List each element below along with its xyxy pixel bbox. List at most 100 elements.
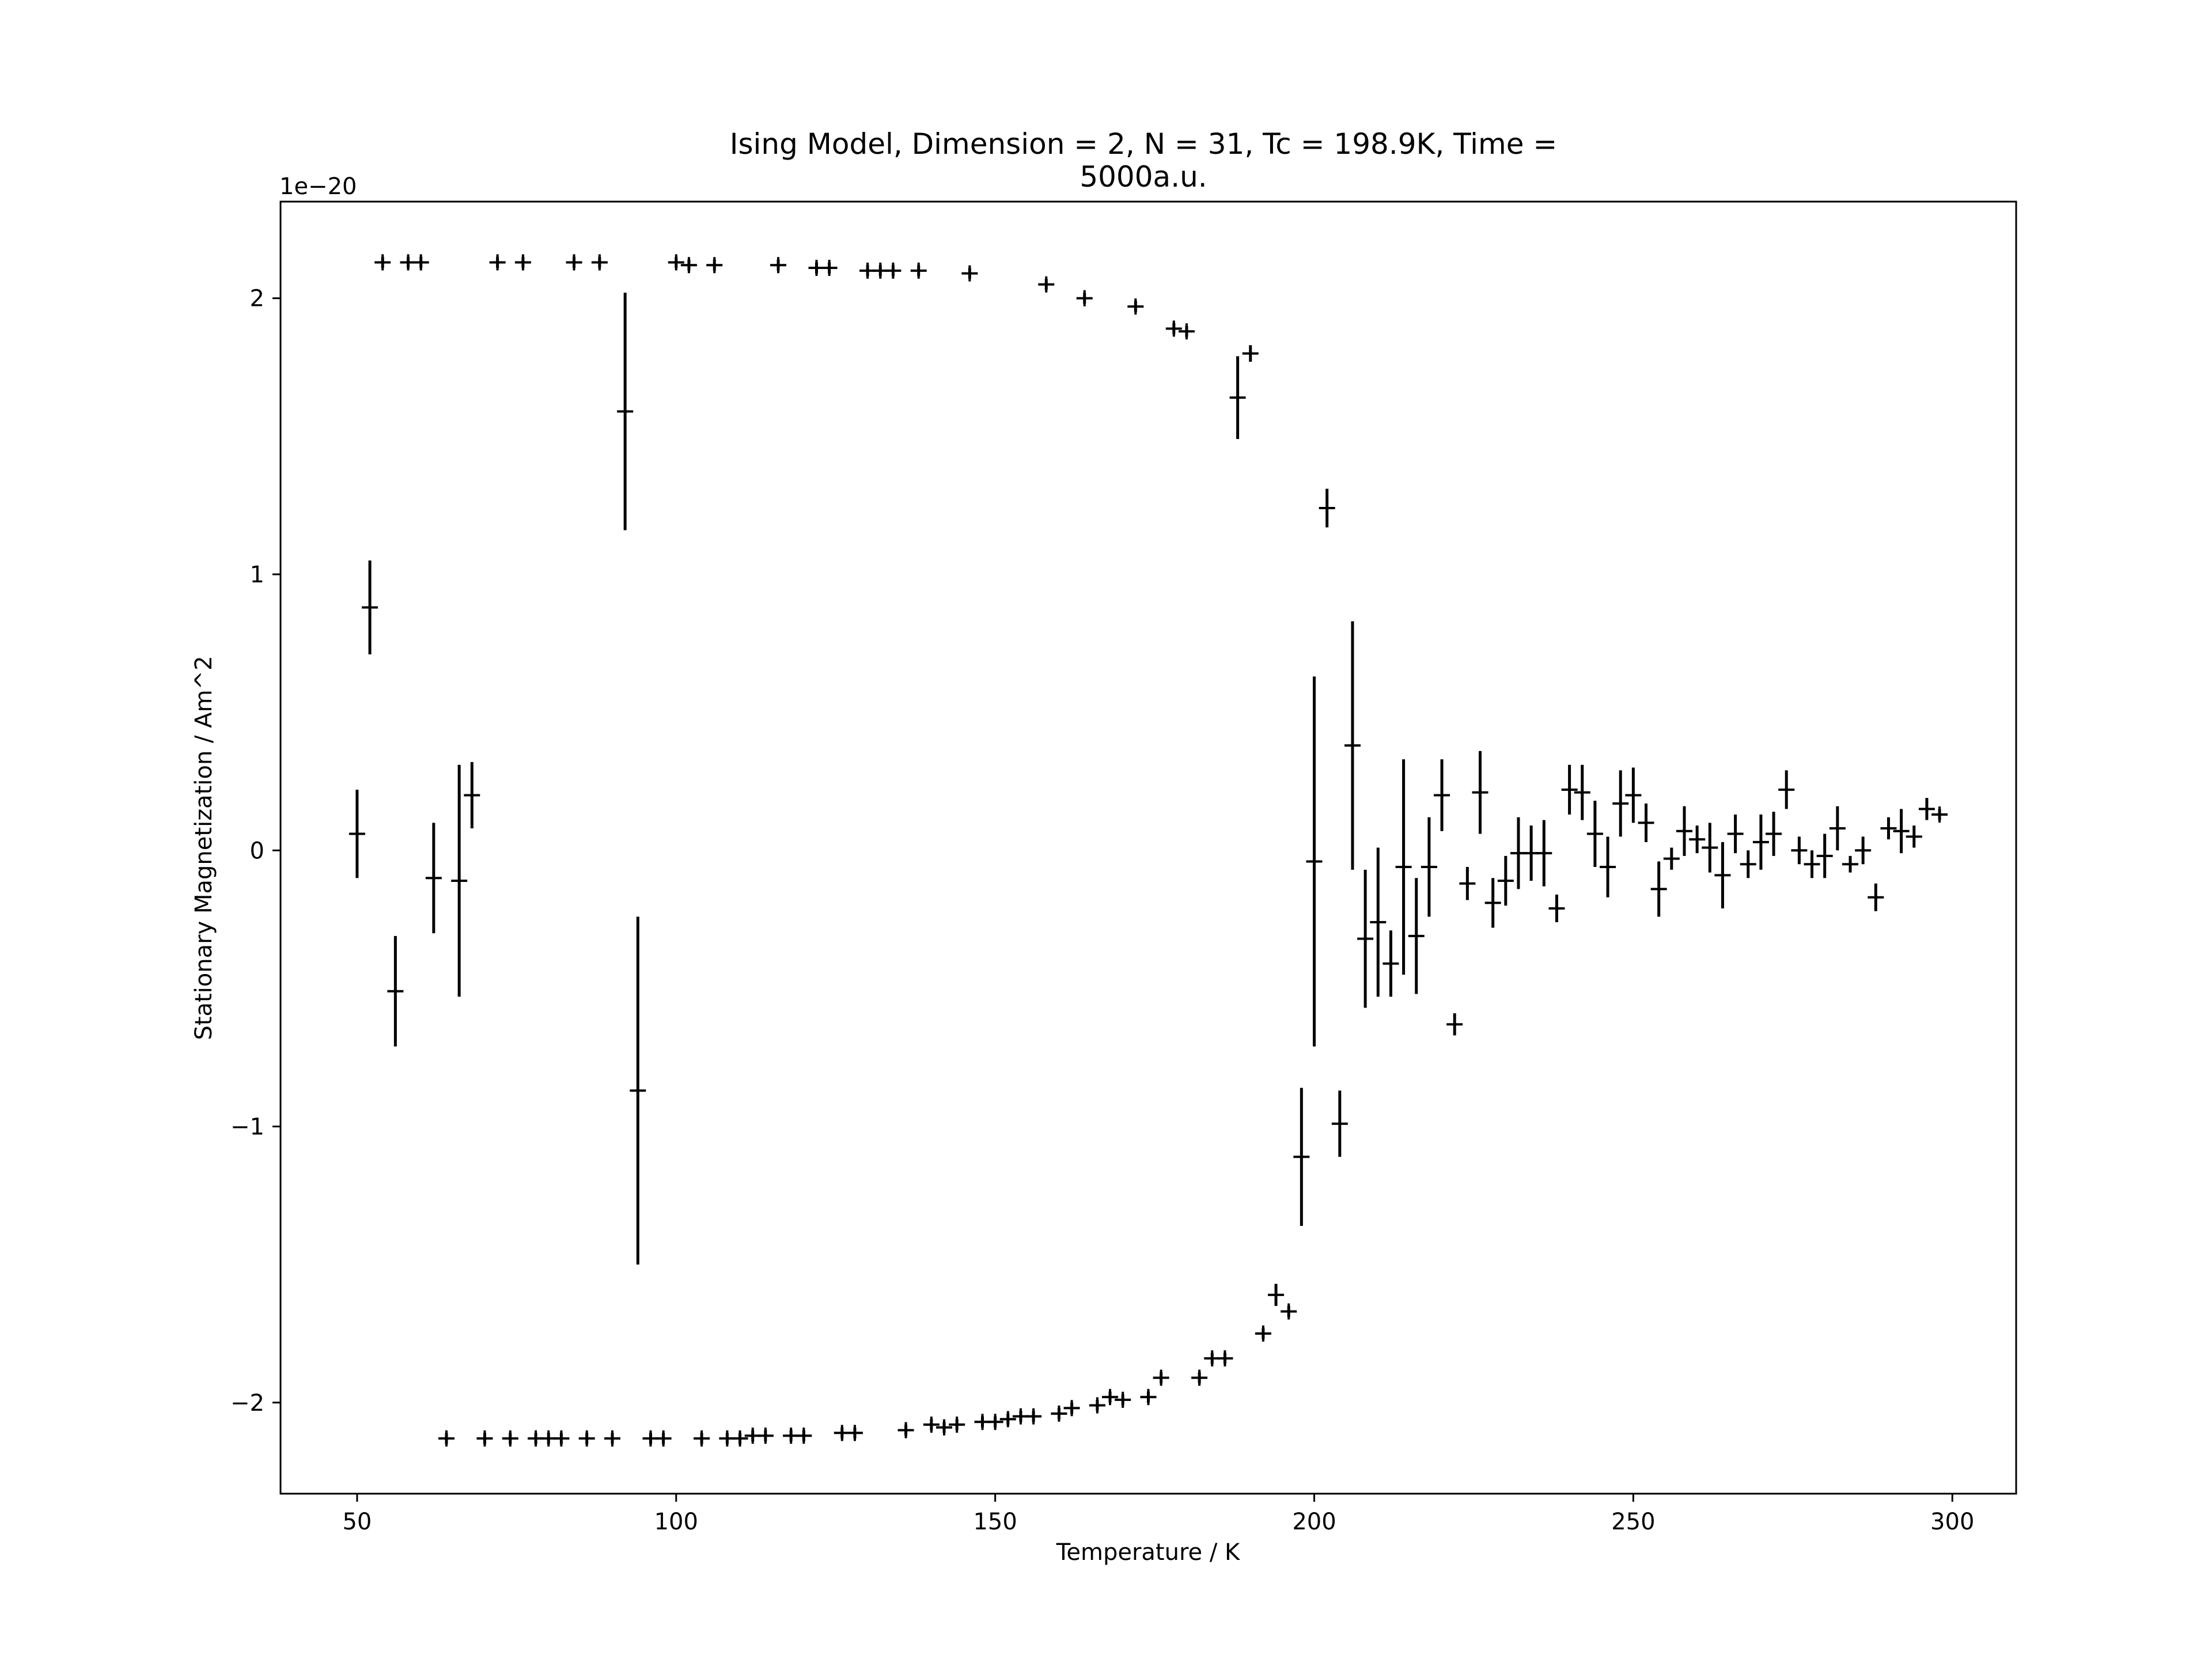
y-tick-label: 0: [250, 838, 264, 864]
data-point: [349, 789, 365, 878]
x-tick-label: 300: [1930, 1509, 1974, 1535]
data-point: [489, 254, 506, 271]
data-point: [897, 1422, 914, 1438]
data-point: [1382, 930, 1399, 997]
data-point: [655, 1430, 672, 1447]
data-point: [987, 1414, 1003, 1430]
data-point: [668, 254, 684, 271]
data-point: [961, 265, 978, 282]
data-point: [1676, 806, 1692, 856]
data-point: [923, 1416, 940, 1433]
x-tick-label: 150: [973, 1509, 1017, 1535]
data-point: [1102, 1389, 1119, 1406]
data-point: [464, 762, 480, 828]
data-point: [732, 1430, 748, 1447]
data-point: [1434, 759, 1450, 831]
data-point: [706, 257, 723, 274]
data-point: [1306, 676, 1323, 1047]
data-point: [936, 1419, 953, 1435]
y-tick-label: −2: [230, 1390, 264, 1416]
data-point: [885, 262, 902, 279]
data-point: [1906, 825, 1922, 848]
data-point: [1714, 842, 1731, 908]
data-point: [680, 257, 697, 274]
data-point: [1165, 320, 1182, 337]
data-point: [1472, 751, 1488, 834]
data-point: [604, 1430, 621, 1447]
data-points: [349, 254, 1948, 1447]
data-point: [566, 254, 582, 271]
data-point: [1446, 1013, 1463, 1036]
data-point: [1918, 798, 1935, 820]
data-point: [1625, 767, 1642, 823]
data-point: [1855, 836, 1872, 865]
data-point: [1191, 1369, 1208, 1386]
data-point: [1421, 817, 1437, 917]
data-point: [1612, 770, 1629, 837]
data-point: [578, 1430, 595, 1447]
data-point: [1217, 1350, 1233, 1367]
data-point: [1931, 806, 1948, 823]
data-point: [1331, 1090, 1348, 1157]
data-point: [1076, 290, 1093, 306]
x-tick-label: 100: [654, 1509, 698, 1535]
data-point: [846, 1425, 863, 1441]
data-point: [1229, 356, 1246, 440]
data-point: [1702, 823, 1718, 873]
data-point: [412, 254, 429, 271]
x-axis-ticks: 50 100 150 200 250 300: [342, 1494, 1974, 1535]
plot-area-frame: [279, 200, 2017, 1495]
data-point: [1638, 803, 1654, 842]
x-axis-label: Temperature / K: [1056, 1539, 1241, 1566]
data-point: [910, 262, 927, 279]
data-point: [617, 293, 634, 531]
data-point: [591, 254, 608, 271]
x-tick-label: 200: [1292, 1509, 1336, 1535]
chart-title-line-1: Ising Model, Dimension = 2, N = 31, Tc =…: [730, 127, 1558, 161]
data-point: [438, 1430, 455, 1447]
data-point: [1791, 836, 1808, 865]
y-tick-label: −1: [230, 1114, 264, 1141]
data-point: [362, 560, 378, 655]
data-point: [1370, 847, 1387, 997]
data-point: [1727, 814, 1744, 854]
data-point: [1038, 276, 1055, 293]
y-offset-label: 1e−20: [279, 173, 357, 200]
data-point: [1586, 801, 1603, 868]
data-point: [770, 257, 787, 274]
data-point: [1140, 1389, 1157, 1406]
data-point: [1600, 836, 1616, 897]
data-point: [694, 1430, 710, 1447]
data-point: [1548, 894, 1565, 922]
data-point: [514, 254, 531, 271]
data-point: [757, 1427, 774, 1444]
data-point: [1842, 855, 1858, 873]
data-point: [1663, 847, 1680, 870]
data-point: [821, 260, 838, 276]
data-point: [1484, 878, 1501, 928]
data-point: [1268, 1283, 1285, 1306]
data-point: [1574, 764, 1590, 820]
x-tick-label: 250: [1611, 1509, 1655, 1535]
x-tick-label: 50: [342, 1509, 372, 1535]
y-axis-ticks: −2 −1 0 1 2: [230, 286, 281, 1416]
data-point: [1740, 850, 1756, 878]
data-point: [1089, 1397, 1105, 1414]
data-point: [1025, 1408, 1042, 1425]
data-point: [451, 764, 468, 997]
data-point: [1880, 817, 1897, 840]
data-point: [553, 1430, 570, 1447]
data-point: [1459, 867, 1476, 900]
data-point: [949, 1416, 965, 1433]
data-point: [387, 935, 404, 1047]
data-point: [374, 254, 391, 271]
data-point: [1395, 759, 1412, 975]
data-point: [796, 1427, 812, 1444]
data-point: [1242, 345, 1259, 362]
data-point: [1319, 488, 1335, 528]
data-point: [1536, 820, 1552, 887]
data-point: [1281, 1303, 1297, 1320]
data-point: [1868, 883, 1884, 911]
